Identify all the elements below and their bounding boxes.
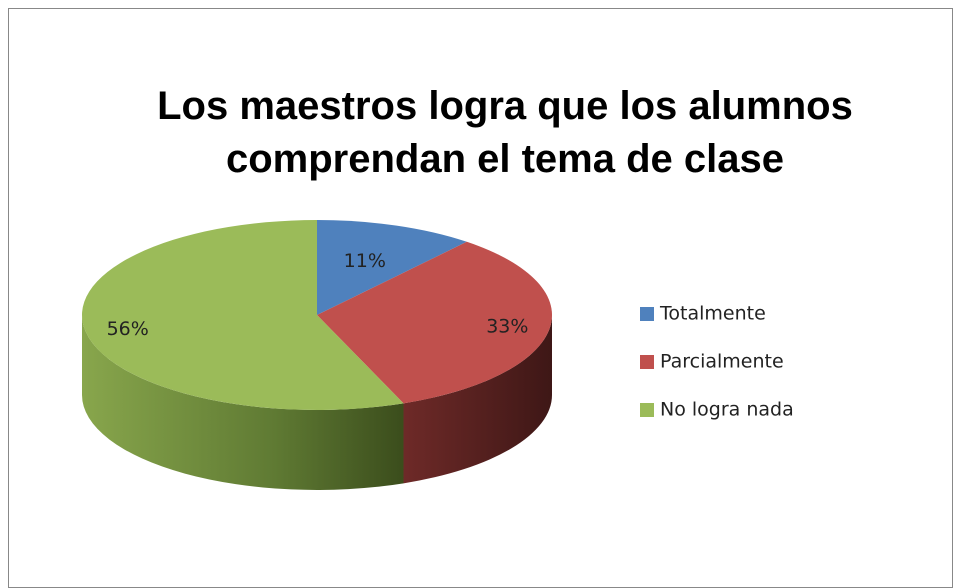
pie-slice xyxy=(317,241,552,404)
legend-label: Parcialmente xyxy=(660,351,784,373)
legend-swatch xyxy=(640,307,654,321)
data-label: 33% xyxy=(486,316,528,338)
chart-title: Los maestros logra que los alumnos compr… xyxy=(157,84,853,181)
legend-swatch xyxy=(640,355,654,369)
pie-slice-side xyxy=(82,315,404,490)
legend-label: Totalmente xyxy=(659,303,766,325)
legend-label: No logra nada xyxy=(660,399,794,421)
pie-slice xyxy=(82,220,404,410)
data-label: 56% xyxy=(107,318,149,340)
pie-slice xyxy=(317,220,467,315)
pie-slice-side xyxy=(403,315,552,484)
data-label: 11% xyxy=(344,250,386,272)
legend-swatch xyxy=(640,403,654,417)
